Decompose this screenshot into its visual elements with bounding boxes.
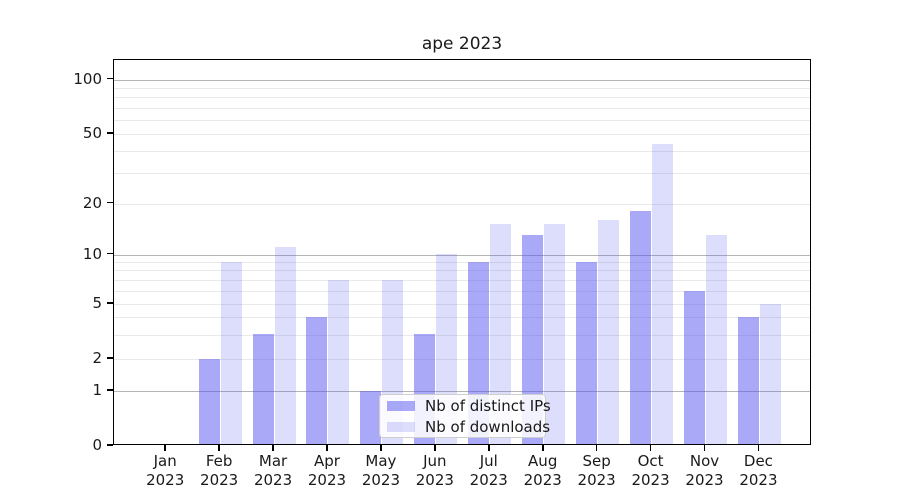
x-tick-year: 2023 bbox=[685, 471, 724, 489]
y-tick-mark bbox=[107, 77, 113, 80]
x-tick-year: 2023 bbox=[469, 471, 508, 489]
y-tick-label: 100 bbox=[73, 69, 102, 88]
x-tick-mark bbox=[164, 445, 166, 451]
bar-ips-may bbox=[360, 390, 382, 444]
x-tick-label: Aug 2023 bbox=[513, 452, 573, 490]
minor-gridline bbox=[114, 334, 810, 336]
minor-gridline bbox=[114, 87, 810, 89]
y-tick-mark bbox=[107, 201, 113, 204]
chart-title: ape 2023 bbox=[421, 34, 503, 54]
x-tick-mark bbox=[703, 445, 706, 451]
bar-downloads-feb bbox=[220, 261, 242, 444]
bar-ips-aug bbox=[522, 235, 544, 444]
legend-item-distinct-ips: Nb of distinct IPs bbox=[387, 397, 551, 415]
minor-gridline bbox=[114, 279, 810, 281]
x-tick-year: 2023 bbox=[631, 471, 670, 489]
legend-swatch-distinct-ips bbox=[387, 400, 415, 411]
y-tick-mark bbox=[107, 302, 113, 304]
minor-gridline bbox=[114, 317, 810, 319]
y-tick-label: 1 bbox=[92, 381, 102, 399]
bar-ips-dec bbox=[737, 317, 759, 444]
x-tick-mark bbox=[595, 445, 598, 451]
x-tick-year: 2023 bbox=[739, 471, 778, 489]
minor-gridline bbox=[114, 290, 810, 292]
bar-ips-nov bbox=[684, 290, 705, 444]
minor-gridline bbox=[114, 270, 810, 272]
legend-swatch-downloads bbox=[387, 421, 415, 432]
y-tick-label: 2 bbox=[92, 349, 102, 367]
x-tick-label: Apr 2023 bbox=[297, 452, 357, 490]
x-tick-year: 2023 bbox=[361, 471, 400, 489]
x-tick-label: Mar 2023 bbox=[243, 452, 303, 490]
x-tick-mark bbox=[757, 445, 760, 451]
x-tick-mark bbox=[434, 445, 436, 451]
minor-gridline bbox=[114, 304, 810, 305]
bar-downloads-apr bbox=[328, 279, 350, 444]
x-tick-label: Sep 2023 bbox=[567, 452, 627, 490]
minor-gridline bbox=[114, 134, 810, 135]
x-tick-mark bbox=[218, 445, 220, 451]
y-tick-mark bbox=[107, 357, 113, 359]
y-tick-label: 5 bbox=[92, 294, 102, 312]
x-tick-year: 2023 bbox=[307, 471, 347, 489]
plot-area: Nb of distinct IPs Nb of downloads bbox=[113, 59, 811, 445]
y-tick-label: 20 bbox=[82, 193, 102, 212]
x-tick-mark bbox=[541, 445, 544, 451]
bar-downloads-dec bbox=[759, 303, 781, 444]
legend-item-downloads: Nb of downloads bbox=[387, 418, 550, 436]
y-tick-label: 50 bbox=[82, 124, 102, 142]
y-tick-label: 10 bbox=[82, 244, 102, 263]
x-tick-mark bbox=[649, 445, 652, 451]
minor-gridline bbox=[114, 119, 810, 121]
x-tick-label: Jun 2023 bbox=[405, 452, 465, 490]
minor-gridline bbox=[114, 97, 810, 99]
legend-label-downloads: Nb of downloads bbox=[425, 417, 551, 436]
x-tick-label: Jul 2023 bbox=[459, 452, 519, 490]
x-tick-year: 2023 bbox=[523, 471, 562, 489]
x-tick-label: Feb 2023 bbox=[189, 452, 249, 490]
y-tick-mark bbox=[107, 132, 113, 134]
major-gridline bbox=[114, 79, 810, 81]
bar-downloads-aug bbox=[544, 224, 566, 444]
x-tick-year: 2023 bbox=[146, 471, 185, 489]
minor-gridline bbox=[114, 359, 810, 360]
bar-ips-apr bbox=[306, 317, 328, 444]
bar-ips-sep bbox=[576, 261, 598, 444]
bar-downloads-jul bbox=[490, 224, 512, 444]
y-tick-label: 0 bbox=[92, 436, 102, 454]
x-tick-label: Nov 2023 bbox=[675, 452, 735, 490]
x-tick-label: Dec 2023 bbox=[728, 452, 788, 490]
x-tick-year: 2023 bbox=[577, 471, 616, 489]
major-gridline bbox=[114, 391, 810, 392]
bar-ips-oct bbox=[630, 211, 652, 444]
x-tick-year: 2023 bbox=[200, 471, 239, 489]
minor-gridline bbox=[114, 203, 810, 205]
minor-gridline bbox=[114, 172, 810, 174]
minor-gridline bbox=[114, 107, 810, 109]
x-tick-mark bbox=[380, 445, 382, 451]
x-tick-year: 2023 bbox=[415, 471, 454, 489]
x-tick-label: May 2023 bbox=[351, 452, 411, 490]
y-tick-mark bbox=[107, 389, 113, 391]
legend-label-distinct-ips: Nb of distinct IPs bbox=[425, 396, 551, 415]
x-tick-mark bbox=[326, 445, 328, 451]
bar-downloads-mar bbox=[274, 247, 296, 444]
minor-gridline bbox=[114, 150, 810, 152]
x-tick-label: Oct 2023 bbox=[621, 452, 681, 490]
y-tick-mark bbox=[107, 252, 113, 255]
x-tick-year: 2023 bbox=[253, 471, 293, 489]
minor-gridline bbox=[114, 262, 810, 264]
bar-ips-mar bbox=[252, 334, 274, 444]
legend: Nb of distinct IPs Nb of downloads bbox=[379, 394, 551, 438]
bar-downloads-oct bbox=[652, 143, 674, 444]
bar-downloads-sep bbox=[598, 219, 620, 444]
bar-downloads-nov bbox=[706, 235, 727, 444]
x-tick-label: Jan 2023 bbox=[135, 452, 195, 490]
major-gridline bbox=[114, 254, 810, 256]
x-tick-mark bbox=[487, 445, 490, 451]
x-tick-mark bbox=[272, 445, 274, 451]
y-tick-mark bbox=[107, 444, 113, 446]
bar-ips-feb bbox=[198, 358, 220, 444]
